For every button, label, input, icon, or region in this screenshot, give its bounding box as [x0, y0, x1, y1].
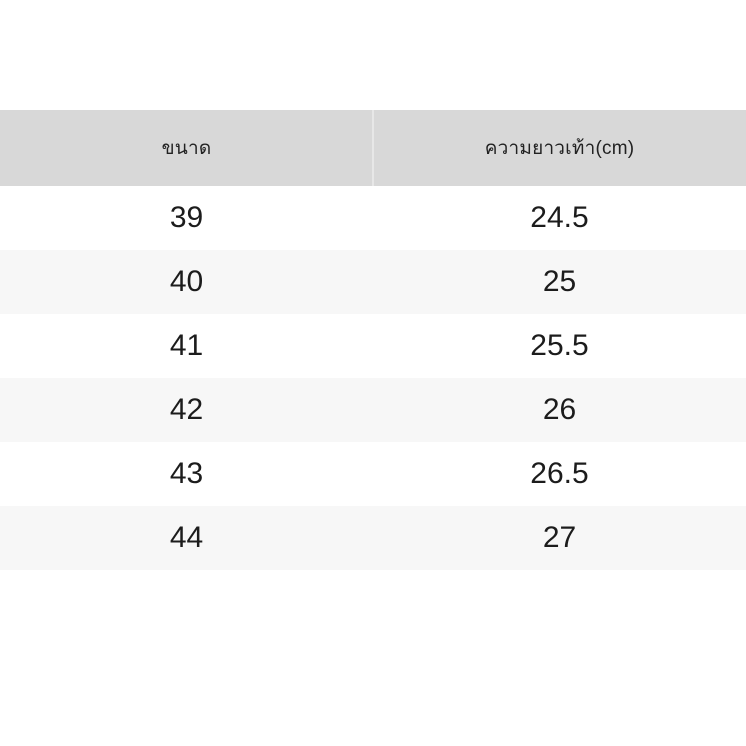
header-column-divider: [372, 110, 374, 186]
size-chart-body: 39 24.5 40 25 41 25.5 42 26 43 26.5 44 2…: [0, 186, 746, 570]
foot-length-cell: 25: [542, 265, 577, 298]
table-row: 44 27: [0, 506, 746, 570]
size-cell: 44: [169, 521, 204, 554]
size-chart-header-row: ขนาด ความยาวเท้า(cm): [0, 110, 746, 186]
size-cell: 40: [169, 265, 204, 298]
table-row: 43 26.5: [0, 442, 746, 506]
foot-length-cell: 26: [542, 393, 577, 426]
table-row: 41 25.5: [0, 314, 746, 378]
size-chart-table: ขนาด ความยาวเท้า(cm) 39 24.5 40 25 41 25…: [0, 110, 746, 570]
foot-length-cell: 24.5: [530, 201, 589, 234]
table-row: 39 24.5: [0, 186, 746, 250]
table-row: 42 26: [0, 378, 746, 442]
size-cell: 39: [169, 201, 204, 234]
header-size-column: ขนาด: [161, 138, 212, 159]
size-cell: 41: [169, 329, 204, 362]
table-row: 40 25: [0, 250, 746, 314]
foot-length-cell: 25.5: [530, 329, 589, 362]
foot-length-cell: 27: [542, 521, 577, 554]
size-cell: 42: [169, 393, 204, 426]
foot-length-cell: 26.5: [530, 457, 589, 490]
header-foot-length-column: ความยาวเท้า(cm): [484, 138, 635, 159]
size-cell: 43: [169, 457, 204, 490]
